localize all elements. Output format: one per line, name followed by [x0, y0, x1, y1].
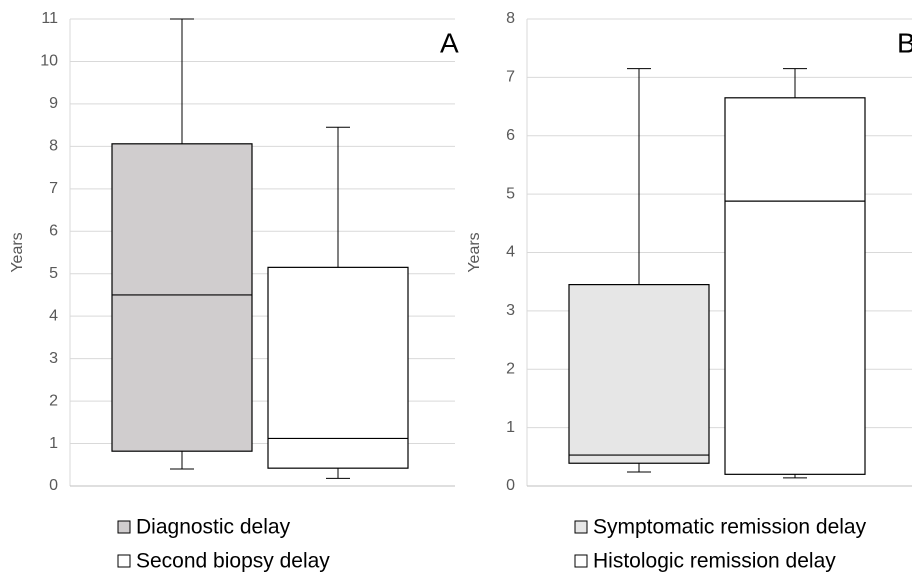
legend-swatch: [117, 520, 131, 534]
y-tick-label: 3: [506, 302, 515, 319]
y-tick-label: 8: [506, 10, 515, 27]
y-tick-label: 8: [49, 138, 58, 155]
y-tick-label: 9: [49, 95, 58, 112]
y-tick-label: 5: [506, 185, 515, 202]
panel-label: B: [897, 27, 912, 58]
box: [267, 266, 409, 469]
y-tick-label: 5: [49, 265, 58, 282]
box: [568, 284, 710, 464]
y-axis-label: Years: [466, 232, 483, 272]
legend-swatch: [574, 554, 588, 568]
y-tick-label: 4: [506, 244, 515, 261]
legend-label: Second biopsy delay: [136, 550, 330, 572]
box: [111, 143, 253, 452]
panel-label: A: [440, 27, 459, 58]
y-tick-label: 2: [506, 360, 515, 377]
y-tick-label: 10: [40, 53, 58, 70]
y-tick-label: 0: [506, 477, 515, 494]
y-tick-label: 4: [49, 307, 58, 324]
y-tick-label: 6: [49, 222, 58, 239]
y-tick-label: 7: [506, 69, 515, 86]
y-tick-label: 1: [506, 419, 515, 436]
y-tick-label: 0: [49, 477, 58, 494]
legend-label: Histologic remission delay: [593, 550, 836, 572]
box: [724, 97, 866, 475]
legend-swatch: [574, 520, 588, 534]
y-tick-label: 7: [49, 180, 58, 197]
y-tick-label: 3: [49, 350, 58, 367]
y-tick-label: 6: [506, 127, 515, 144]
legend-swatch: [117, 554, 131, 568]
y-tick-label: 2: [49, 392, 58, 409]
y-tick-label: 11: [41, 10, 58, 27]
legend-label: Symptomatic remission delay: [593, 516, 867, 539]
y-axis-label: Years: [9, 232, 26, 272]
y-tick-label: 1: [49, 435, 58, 452]
legend-label: Diagnostic delay: [136, 516, 291, 539]
